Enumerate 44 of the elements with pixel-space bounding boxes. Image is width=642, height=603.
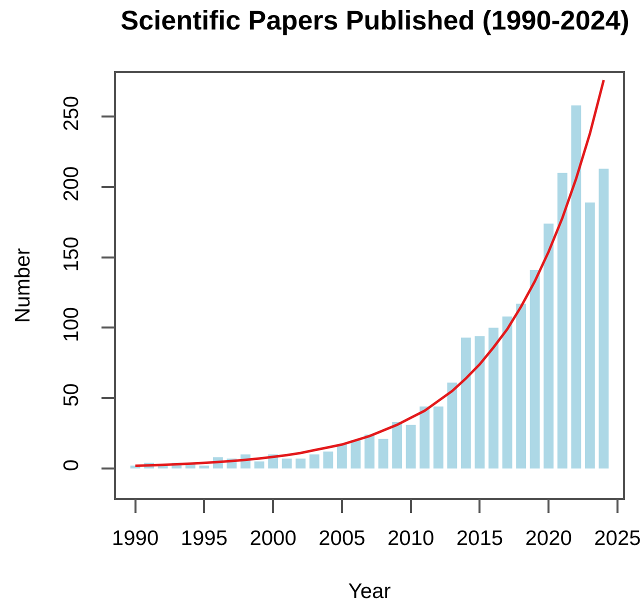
bar xyxy=(282,458,292,468)
x-tick-label: 2005 xyxy=(318,526,366,550)
bar xyxy=(392,422,402,468)
y-tick-label: 0 xyxy=(60,459,83,472)
x-tick-label: 2020 xyxy=(525,526,572,550)
bar xyxy=(447,382,458,468)
bar xyxy=(350,440,361,468)
bar xyxy=(544,224,554,468)
bar xyxy=(460,338,471,468)
y-axis-title: Number xyxy=(12,248,34,323)
chart-title: Scientific Papers Published (1990-2024) xyxy=(120,5,630,36)
bar xyxy=(557,172,568,468)
y-tick-label: 200 xyxy=(60,166,83,202)
bar xyxy=(516,304,526,468)
bar xyxy=(584,202,595,468)
y-tick-label: 50 xyxy=(60,383,83,407)
bar xyxy=(336,444,347,468)
y-tick-label: 100 xyxy=(60,307,83,342)
bar xyxy=(598,168,609,468)
bar xyxy=(571,105,582,468)
bar xyxy=(502,316,512,468)
y-tick-label: 250 xyxy=(60,96,83,132)
bar xyxy=(474,336,485,468)
x-tick-label: 2000 xyxy=(250,526,296,550)
bar xyxy=(323,452,334,468)
bar xyxy=(296,458,306,468)
x-tick-label: 1995 xyxy=(180,526,228,550)
x-axis-title: Year xyxy=(348,580,391,603)
bar xyxy=(309,454,320,468)
bar xyxy=(199,466,210,468)
bar xyxy=(364,434,374,468)
bar xyxy=(433,406,444,468)
x-tick-label: 2025 xyxy=(594,526,641,550)
bar xyxy=(406,424,416,468)
x-tick-label: 2010 xyxy=(387,526,434,550)
line-series xyxy=(134,78,605,468)
bar xyxy=(378,438,388,468)
x-tick-label: 1990 xyxy=(112,526,159,550)
bar xyxy=(530,270,540,468)
x-tick-label: 2015 xyxy=(456,526,504,550)
bar xyxy=(420,406,430,468)
bar xyxy=(254,461,264,468)
bar xyxy=(488,328,498,468)
y-tick-label: 150 xyxy=(60,236,83,272)
